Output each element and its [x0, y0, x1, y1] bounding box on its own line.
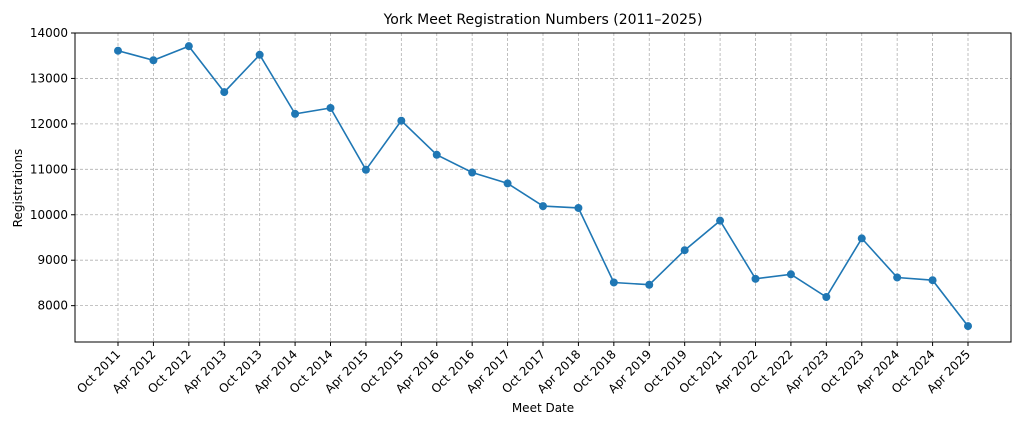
y-tick-label: 14000 [30, 26, 68, 40]
y-axis-ticks: 8000 9000 10000 11000 12000 13000 14000 [30, 26, 75, 313]
data-point [609, 278, 618, 287]
chart-title: York Meet Registration Numbers (2011–202… [383, 12, 703, 28]
y-tick-label: 10000 [30, 208, 68, 222]
data-point [255, 50, 264, 59]
y-tick-label: 12000 [30, 117, 68, 131]
data-point [751, 274, 760, 283]
data-point [680, 246, 689, 255]
y-axis-title: Registrations [11, 149, 25, 228]
y-tick-label: 13000 [30, 71, 68, 85]
x-axis-title: Meet Date [512, 401, 574, 415]
y-tick-label: 8000 [37, 299, 68, 313]
series-layer [114, 42, 972, 331]
data-point [291, 109, 300, 118]
data-point [220, 88, 229, 97]
data-point [645, 280, 654, 289]
data-point [503, 179, 512, 188]
data-point [857, 234, 866, 243]
y-tick-label: 11000 [30, 162, 68, 176]
data-point [432, 150, 441, 159]
data-point [893, 273, 902, 282]
data-point [397, 116, 406, 125]
data-point [326, 103, 335, 112]
data-point [786, 270, 795, 279]
data-point [574, 203, 583, 212]
data-point [964, 322, 972, 331]
data-point [361, 165, 370, 174]
grid-lines [75, 32, 1011, 342]
data-point [468, 168, 477, 177]
data-point [822, 293, 831, 302]
data-point [539, 202, 547, 211]
data-point [716, 216, 725, 225]
data-point [149, 56, 158, 65]
data-point [184, 42, 193, 51]
plot-frame [74, 32, 1012, 343]
data-point [114, 46, 122, 55]
y-tick-label: 9000 [37, 253, 68, 267]
data-point [928, 276, 937, 285]
